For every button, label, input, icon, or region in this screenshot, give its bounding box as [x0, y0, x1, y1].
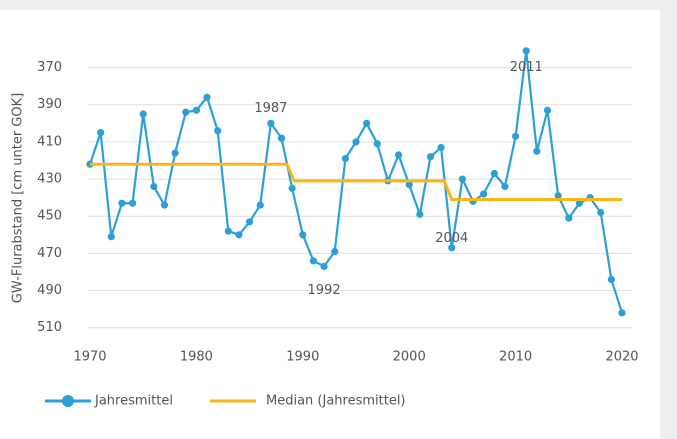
data-point	[224, 227, 232, 235]
x-tick-label: 1990	[286, 350, 319, 365]
legend-marker	[62, 395, 74, 407]
y-tick-label: 390	[37, 97, 62, 112]
data-point	[501, 182, 509, 191]
data-point	[394, 151, 403, 159]
y-tick-label: 470	[37, 246, 62, 261]
data-point	[607, 275, 615, 283]
data-point	[554, 192, 562, 200]
data-point	[214, 127, 222, 135]
data-point	[522, 47, 530, 55]
data-point	[267, 119, 275, 127]
data-point	[97, 129, 105, 137]
data-point	[320, 262, 328, 270]
data-point	[150, 182, 158, 191]
data-point	[597, 208, 605, 217]
y-tick-label: 510	[37, 320, 62, 335]
x-tick-label: 2020	[605, 350, 638, 365]
annotation: 1992	[308, 283, 341, 298]
data-point	[331, 247, 339, 256]
data-point	[448, 244, 456, 252]
data-point	[416, 210, 424, 218]
data-point	[565, 214, 573, 222]
data-point	[288, 184, 296, 192]
data-point	[480, 190, 488, 198]
data-point	[309, 257, 318, 265]
data-point	[182, 108, 190, 116]
data-point	[511, 132, 520, 140]
data-point	[373, 140, 381, 148]
data-point	[128, 199, 137, 207]
y-tick-label: 430	[37, 172, 62, 187]
data-point	[171, 149, 179, 157]
legend-label: Jahresmittel	[94, 394, 173, 409]
data-point	[246, 218, 254, 226]
legend-label: Median (Jahresmittel)	[266, 394, 406, 409]
y-tick-label: 490	[37, 283, 62, 298]
data-point	[543, 106, 552, 114]
data-point	[341, 155, 349, 163]
data-point	[235, 231, 243, 239]
y-tick-label: 370	[37, 60, 62, 75]
data-point	[618, 309, 626, 317]
y-tick-label: 450	[37, 209, 62, 224]
data-point	[299, 231, 307, 239]
data-point	[277, 134, 286, 142]
y-axis-label: GW-Flurabstand [cm unter GOK]	[11, 93, 26, 303]
data-point	[533, 147, 541, 155]
data-point	[426, 153, 435, 161]
data-point	[203, 93, 211, 101]
data-point	[352, 138, 360, 146]
data-point	[118, 199, 126, 207]
x-tick-label: 1970	[73, 350, 106, 365]
x-tick-label: 2000	[393, 350, 426, 365]
data-point	[490, 169, 498, 178]
data-point	[107, 233, 115, 241]
data-point	[575, 199, 584, 207]
data-point	[139, 110, 147, 118]
data-point	[256, 201, 264, 209]
annotation: 2011	[510, 60, 543, 75]
data-point	[192, 106, 200, 114]
x-tick-label: 1980	[180, 350, 213, 365]
annotation: 1987	[254, 101, 287, 116]
data-point	[363, 119, 371, 127]
chart-background	[0, 10, 660, 439]
data-point	[458, 175, 466, 183]
data-point	[160, 201, 169, 209]
x-tick-label: 2010	[499, 350, 532, 365]
series-line	[90, 162, 622, 202]
data-point	[437, 143, 445, 152]
data-point	[405, 181, 413, 189]
y-tick-label: 410	[37, 134, 62, 149]
annotation: 2004	[435, 231, 468, 246]
